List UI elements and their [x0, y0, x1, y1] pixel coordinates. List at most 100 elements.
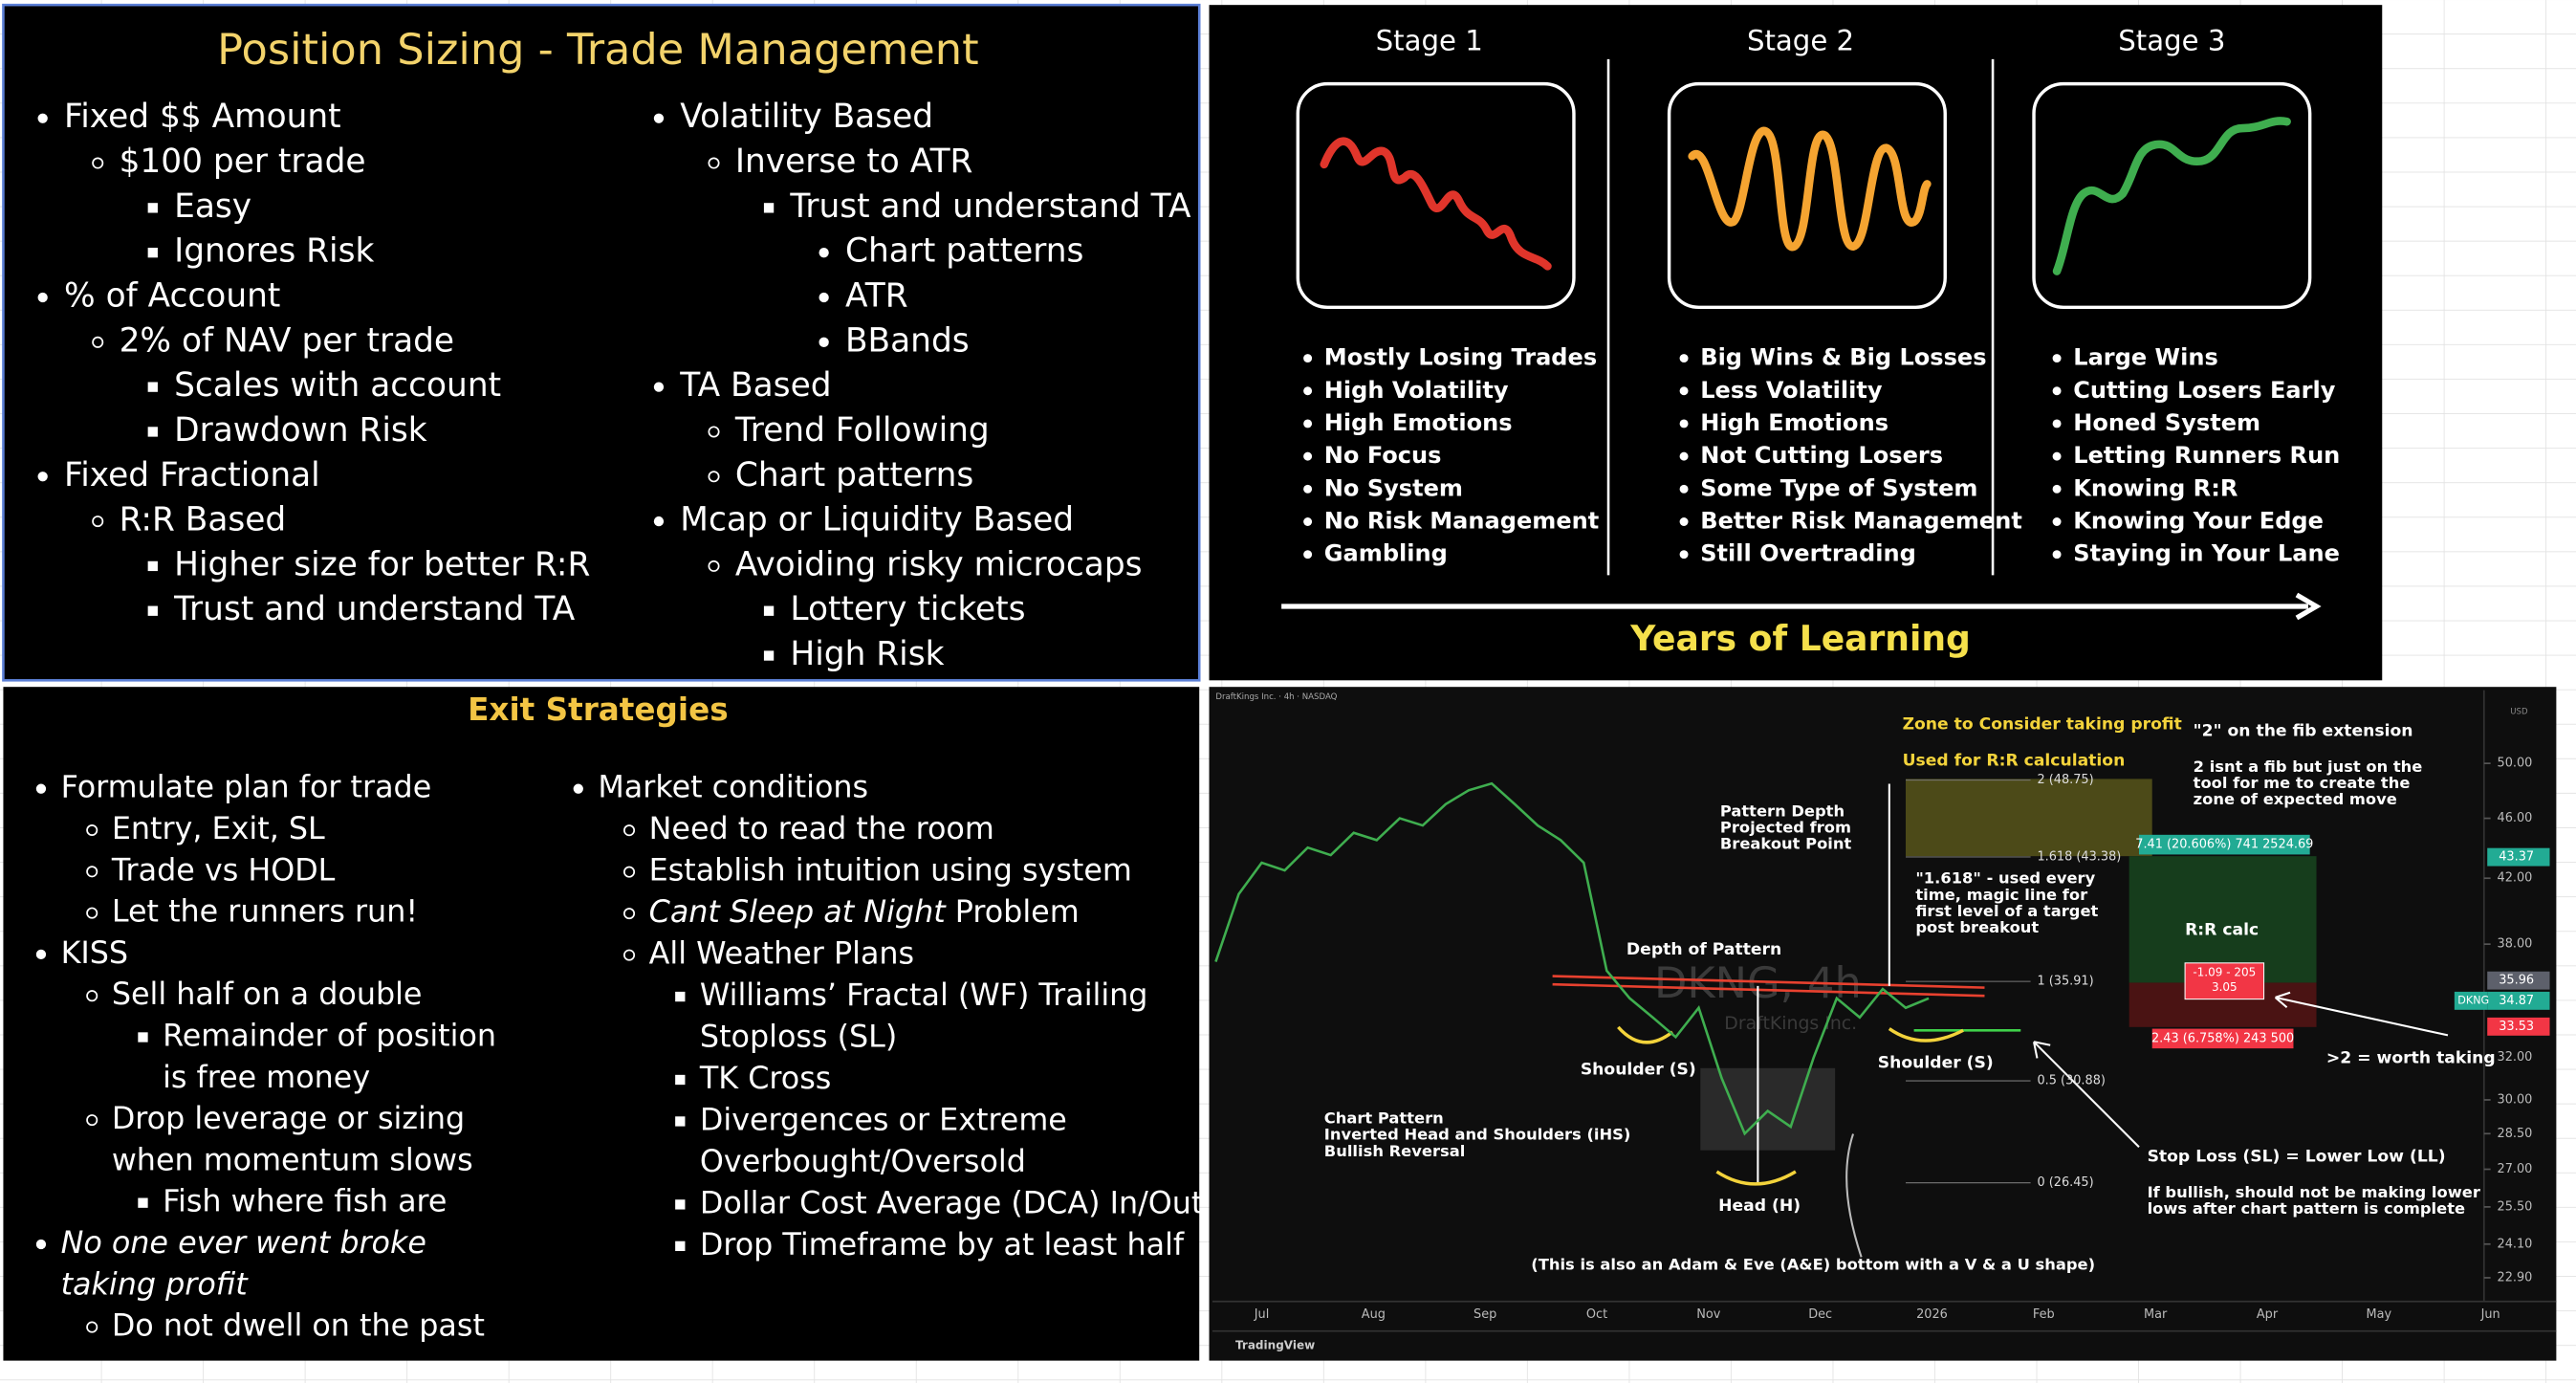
list-item: when momentum slows — [112, 1143, 473, 1177]
bullet — [708, 471, 720, 483]
list-item: R:R Based — [120, 501, 287, 539]
target-box — [2138, 834, 2310, 855]
chart-header: DraftKings Inc. · 4h · NASDAQ — [1215, 692, 1337, 702]
panel-chart — [1209, 687, 2557, 1361]
list-item: Trust and understand TA — [173, 590, 576, 628]
bullet — [675, 991, 686, 1002]
fib-label: 1 (35.91) — [2037, 975, 2093, 989]
annotation: >2 = worth taking — [2326, 1048, 2496, 1067]
list-item: Lottery tickets — [790, 590, 1025, 628]
list-item: Need to read the room — [649, 812, 994, 846]
bullet — [763, 650, 775, 661]
bullet — [1303, 354, 1313, 363]
footer: Years of Learning — [1629, 619, 1971, 659]
bullet — [138, 1197, 148, 1208]
list-item: Fish where fish are — [163, 1185, 447, 1219]
stage-point: Cutting Losers Early — [2073, 377, 2335, 404]
profit-zone — [1906, 779, 2152, 857]
bullet — [623, 866, 636, 878]
bullet — [2052, 484, 2062, 494]
bullet — [92, 516, 104, 528]
stage-point: Not Cutting Losers — [1700, 442, 1943, 469]
price-label-box — [2487, 991, 2550, 1010]
list-item: BBands — [845, 321, 970, 360]
bullet — [147, 560, 158, 572]
list-item: % of Account — [64, 276, 280, 315]
list-item: is free money — [163, 1061, 370, 1095]
annotation: R:R calc — [2185, 920, 2259, 939]
bullet — [819, 292, 829, 303]
bullet — [819, 248, 829, 258]
price-label: 43.37 — [2499, 850, 2534, 865]
panel-title: Exit Strategies — [468, 692, 728, 728]
stage-title: Stage 3 — [2118, 25, 2225, 57]
y-tick-label: 22.90 — [2498, 1270, 2533, 1284]
bullet — [623, 949, 636, 961]
bullet — [147, 382, 158, 392]
bullet — [675, 1240, 686, 1252]
list-item: Ignores Risk — [174, 232, 374, 271]
y-tick-label: 30.00 — [2498, 1092, 2533, 1107]
stage-curve — [2052, 117, 2291, 275]
x-tick-label: Nov — [1696, 1307, 1721, 1322]
stages: Years of Learning Stage 1 Mostly Losing T… — [1281, 25, 2340, 659]
x-tick-label: Feb — [2033, 1307, 2055, 1322]
y-tick-label: 46.00 — [2498, 811, 2533, 825]
list-item: Scales with account — [174, 366, 501, 405]
price-label: 33.53 — [2499, 1020, 2534, 1034]
stage-box — [1667, 81, 1947, 310]
stage-point: Some Type of System — [1700, 474, 1977, 501]
bullet — [763, 605, 775, 616]
bullet — [1679, 550, 1689, 560]
target-zone — [2128, 856, 2317, 983]
stage-title: Stage 2 — [1747, 25, 1854, 57]
list-item: Trend Following — [734, 411, 990, 450]
bullet — [86, 1321, 98, 1333]
list-item: Chart patterns — [845, 232, 1084, 271]
bullet — [763, 203, 775, 213]
x-tick-label: Oct — [1586, 1307, 1607, 1322]
bullet — [86, 990, 98, 1002]
bullet — [653, 516, 665, 527]
x-tick-label: Dec — [1808, 1307, 1832, 1322]
stop-label: 2.43 (6.758%) 243 500 — [2151, 1031, 2294, 1045]
bullet — [35, 783, 47, 794]
price-label: 35.96 — [2499, 974, 2534, 988]
list-item: All Weather Plans — [649, 937, 914, 972]
bullet — [708, 157, 720, 169]
stage-title: Stage 1 — [1376, 25, 1483, 57]
list-item: Drop Timeframe by at least half — [700, 1228, 1185, 1262]
list-item: Drawdown Risk — [174, 411, 427, 450]
annotation: Shoulder (S) — [1878, 1054, 1994, 1073]
bullet — [86, 907, 98, 919]
annotation: Shoulder (S) — [1581, 1061, 1696, 1080]
stage-point: High Emotions — [1324, 409, 1513, 436]
panel-stages — [1209, 5, 2383, 681]
annotation: Breakout Point — [1720, 835, 1852, 853]
list-item: Fixed $$ Amount — [64, 98, 341, 136]
list-item: Easy — [174, 187, 251, 226]
list-item: Mcap or Liquidity Based — [680, 501, 1074, 539]
bullet — [1303, 550, 1313, 560]
bullet — [653, 382, 665, 392]
ratio-label: -1.09 - 205 — [2193, 966, 2256, 979]
list-item: KISS — [61, 936, 129, 971]
stage-point: Knowing Your Edge — [2073, 508, 2324, 535]
bullet — [86, 866, 98, 878]
stage-point: Mostly Losing Trades — [1324, 344, 1597, 371]
panel-exit-strategies — [3, 687, 1200, 1361]
ratio-box — [2184, 962, 2265, 1000]
bullet — [623, 824, 636, 837]
list-item: Chart patterns — [735, 456, 974, 494]
list-item: Volatility Based — [680, 98, 933, 136]
list-item: Trust and understand TA — [789, 187, 1191, 226]
annotation: Pattern Depth — [1720, 801, 1845, 820]
footer-brand: TradingView — [1235, 1339, 1315, 1352]
bullet — [819, 337, 829, 347]
list-item: Remainder of position — [163, 1019, 496, 1053]
list-item: Inverse to ATR — [735, 143, 973, 181]
annotation: post breakout — [1915, 918, 2039, 936]
y-tick-label: 32.00 — [2498, 1050, 2533, 1065]
